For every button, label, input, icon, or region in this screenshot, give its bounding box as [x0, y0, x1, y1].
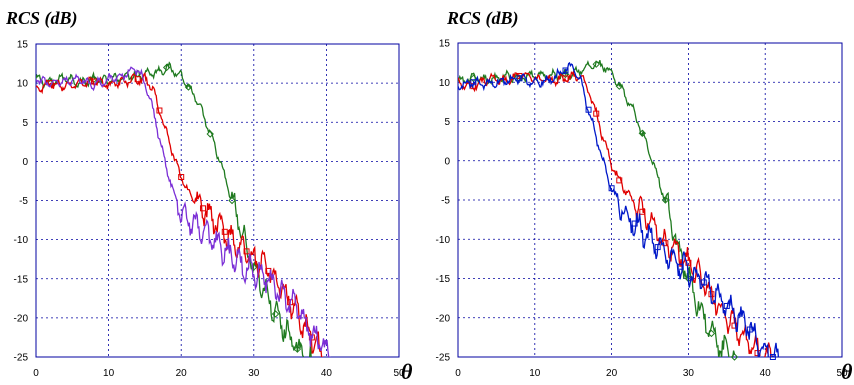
data-point-marker	[178, 174, 185, 181]
data-point-marker	[156, 107, 163, 114]
series-line-2	[36, 72, 326, 357]
data-point-marker	[638, 129, 647, 137]
data-point-marker	[221, 228, 228, 235]
x-tick-label: 50	[393, 368, 405, 379]
y-tick-label: -10	[436, 235, 451, 246]
y-tick-label: -20	[14, 313, 29, 324]
x-tick-label: 10	[529, 368, 541, 379]
x-axis-title: θ	[841, 359, 853, 384]
y-tick-label: -10	[14, 235, 29, 246]
data-point-marker	[470, 79, 477, 86]
y-tick-label: 15	[439, 39, 451, 50]
data-point-marker	[631, 220, 638, 227]
y-tick-label: -5	[19, 196, 28, 207]
data-point-marker	[184, 83, 193, 91]
y-tick-label: -5	[441, 196, 450, 207]
data-point-marker	[608, 185, 615, 192]
x-tick-label: 20	[176, 368, 188, 379]
x-tick-label: 30	[248, 368, 260, 379]
data-point-marker	[700, 279, 707, 286]
data-point-marker	[271, 310, 280, 318]
data-point-marker	[616, 177, 623, 184]
y-tick-label: 0	[444, 156, 450, 167]
data-point-marker	[746, 326, 753, 333]
x-tick-label: 30	[683, 368, 695, 379]
x-tick-label: 40	[321, 368, 333, 379]
y-tick-label: 15	[17, 40, 29, 51]
y-tick-label: -15	[14, 274, 29, 285]
data-point-marker	[585, 106, 592, 113]
data-point-marker	[615, 82, 623, 90]
y-tick-label: 0	[22, 157, 28, 168]
x-tick-label: 20	[606, 368, 618, 379]
x-tick-label: 10	[103, 368, 115, 379]
x-tick-label: 0	[455, 368, 461, 379]
y-tick-label: 5	[22, 118, 28, 129]
data-point-marker	[90, 75, 98, 83]
data-point-marker	[769, 354, 776, 360]
y-axis-title: RCS (dB)	[446, 8, 519, 29]
data-point-marker	[661, 196, 670, 204]
x-tick-label: 0	[33, 368, 39, 379]
x-tick-label: 40	[760, 368, 772, 379]
data-point-marker	[199, 205, 206, 212]
series-line-2	[458, 70, 772, 357]
series-line-3	[36, 66, 331, 357]
data-point-marker	[685, 259, 692, 266]
data-point-marker	[593, 110, 600, 117]
data-point-marker	[516, 75, 523, 82]
y-axis-title: RCS (dB)	[5, 8, 78, 29]
data-point-marker	[562, 67, 569, 74]
y-tick-label: 10	[17, 79, 29, 90]
data-point-marker	[677, 263, 684, 270]
y-tick-label: 10	[439, 78, 451, 89]
data-point-marker	[723, 302, 730, 309]
data-point-marker	[293, 345, 302, 353]
y-tick-label: -25	[14, 353, 29, 364]
y-tick-label: -20	[436, 313, 451, 324]
data-point-marker	[162, 63, 171, 72]
data-point-marker	[228, 196, 236, 205]
data-point-marker	[592, 60, 600, 68]
x-tick-label: 50	[836, 368, 848, 379]
data-point-marker	[562, 75, 569, 82]
data-point-marker	[707, 329, 716, 338]
data-point-marker	[639, 208, 646, 215]
y-tick-label: -25	[436, 353, 451, 364]
x-axis-title: θ	[401, 359, 413, 384]
y-tick-label: -15	[436, 274, 451, 285]
data-point-marker	[654, 244, 661, 251]
y-tick-label: 5	[444, 117, 450, 128]
data-point-marker	[134, 76, 141, 83]
data-point-marker	[243, 248, 250, 255]
data-point-marker	[206, 130, 214, 138]
data-point-marker	[730, 353, 739, 361]
